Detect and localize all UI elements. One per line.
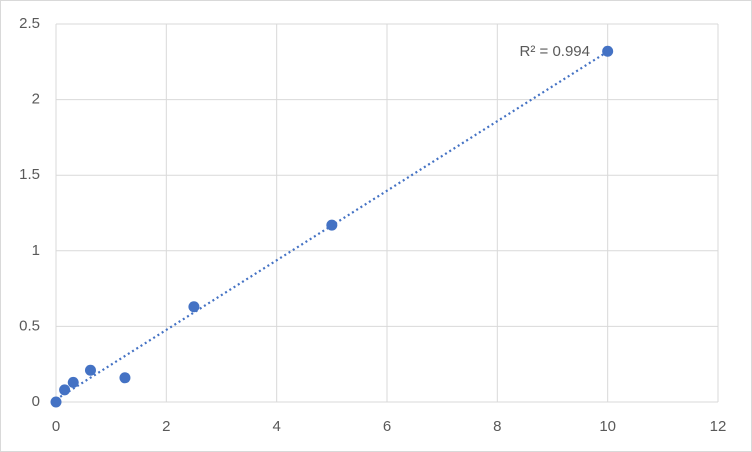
point [67,376,79,388]
x-tick-label: 6 [383,418,391,435]
y-tick-label: 2.5 [19,15,40,32]
point [326,219,338,231]
y-tick-label: 0 [32,393,40,410]
y-tick-label: 2 [32,91,40,108]
x-tick-label: 8 [493,418,501,435]
point [50,396,62,408]
x-tick-label: 0 [52,418,60,435]
x-tick-label: 12 [710,418,727,435]
point [59,384,71,396]
annotation: R² = 0.994 [520,43,590,60]
point [84,364,96,376]
point [188,301,200,313]
x-tick-label: 2 [162,418,170,435]
point [602,45,614,57]
y-tick-label: 0.5 [19,317,40,334]
x-tick-label: 4 [272,418,280,435]
y-tick-label: 1 [32,242,40,259]
x-tick-label: 10 [599,418,616,435]
y-tick-label: 1.5 [19,166,40,183]
point [119,372,131,384]
